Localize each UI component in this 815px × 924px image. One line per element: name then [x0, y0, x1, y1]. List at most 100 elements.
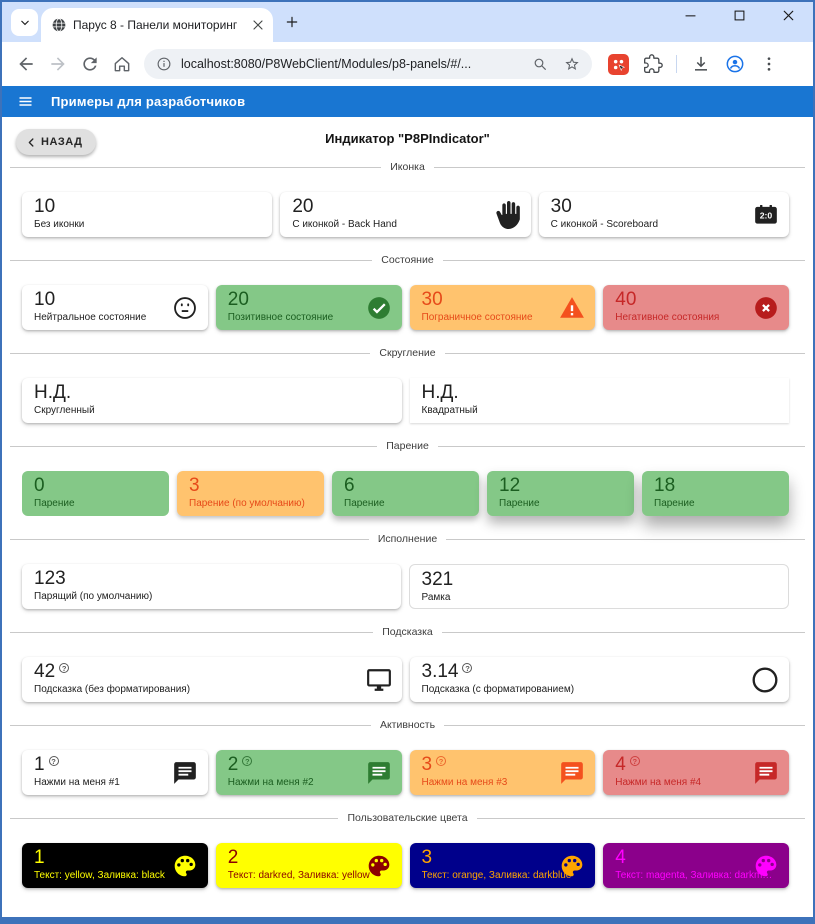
section-label: Скругление [379, 347, 436, 359]
section-divider-variant: Исполнение [10, 532, 805, 546]
indicator-card: 3 Парение (по умолчанию) [177, 471, 324, 516]
new-tab-button[interactable] [280, 10, 304, 34]
card-value: 12 [499, 475, 521, 496]
card-value: 6 [344, 475, 355, 496]
tab-search-button[interactable] [11, 9, 38, 36]
card-value: Н.Д. [34, 382, 72, 403]
back-hand-icon [493, 201, 521, 229]
help-icon [59, 663, 70, 673]
indicator-card: 4 Текст: magenta, Заливка: darkmage... [603, 843, 789, 888]
card-value: 20 [227, 289, 249, 310]
extension-icon-red[interactable] [608, 53, 629, 75]
window-close-button[interactable] [780, 7, 797, 24]
section-divider-icons: Иконка [10, 160, 805, 174]
back-nav-icon[interactable] [16, 54, 36, 74]
reload-icon[interactable] [80, 54, 100, 74]
indicator-card: 10 Нейтральное состояние [22, 285, 208, 330]
tab-close-icon[interactable] [250, 17, 266, 33]
cancel-circle-icon [753, 295, 779, 321]
scoreboard-icon [753, 202, 779, 228]
section-divider-tooltip: Подсказка [10, 625, 805, 639]
tab-title: Парус 8 - Панели мониторинг [73, 18, 238, 32]
chevron-left-icon [25, 136, 38, 149]
cards-row-icons: 10 Без иконки 20 С иконкой - Back Hand 3… [22, 192, 789, 237]
help-icon [48, 756, 59, 766]
indicator-card-clickable[interactable]: 4 Нажми на меня #4 [603, 750, 789, 795]
extensions-puzzle-icon[interactable] [643, 54, 663, 74]
warning-triangle-icon [559, 295, 585, 321]
back-button[interactable]: НАЗАД [16, 129, 97, 155]
monitor-icon [366, 667, 392, 693]
card-value: 4 [615, 754, 626, 775]
card-value: 3 [189, 475, 200, 496]
site-info-icon[interactable] [156, 56, 172, 72]
profile-icon[interactable] [725, 54, 745, 74]
indicator-card: 20 С иконкой - Back Hand [280, 192, 531, 237]
comment-icon [366, 760, 392, 786]
chevron-down-icon [18, 16, 32, 30]
toolbar-divider [676, 55, 677, 73]
card-value: 3.14 [421, 661, 459, 682]
indicator-card: 42 Подсказка (без форматирования) [22, 657, 402, 702]
card-caption: Парение [499, 498, 540, 509]
minimize-button[interactable] [682, 7, 699, 24]
card-value: 30 [550, 196, 572, 217]
card-caption: Подсказка (с форматированием) [421, 684, 575, 695]
browser-tab[interactable]: Парус 8 - Панели мониторинг [41, 8, 273, 42]
card-caption: Скругленный [34, 405, 95, 416]
indicator-card-clickable[interactable]: 2 Нажми на меня #2 [215, 750, 402, 795]
home-icon[interactable] [112, 54, 132, 74]
indicator-card: 3 Текст: orange, Заливка: darkblue [409, 843, 596, 888]
bookmark-star-icon[interactable] [564, 56, 580, 72]
card-value: 30 [421, 289, 443, 310]
app-title: Примеры для разработчиков [51, 94, 246, 109]
card-value: 10 [34, 289, 56, 310]
indicator-card: 1 Текст: yellow, Заливка: black [22, 843, 208, 888]
indicator-card: 3.14 Подсказка (с форматированием) [409, 657, 789, 702]
indicator-card: 6 Парение [332, 471, 479, 516]
tab-strip: Парус 8 - Панели мониторинг [2, 2, 813, 42]
download-icon[interactable] [691, 54, 711, 74]
section-label: Состояние [381, 254, 434, 266]
indicator-card: 123 Парящий (по умолчанию) [22, 564, 401, 609]
hamburger-menu-icon[interactable] [17, 93, 34, 110]
forward-nav-icon[interactable] [48, 54, 68, 74]
cards-row-state: 10 Нейтральное состояние 20 Позитивное с… [22, 285, 789, 330]
indicator-card: Н.Д. Скругленный [22, 378, 402, 423]
card-value: 10 [34, 196, 56, 217]
card-value: Н.Д. [421, 382, 459, 403]
plus-icon [284, 14, 300, 30]
indicator-card-clickable[interactable]: 1 Нажми на меня #1 [22, 750, 208, 795]
neutral-face-icon [172, 295, 198, 321]
address-bar[interactable]: localhost:8080/P8WebClient/Modules/p8-pa… [144, 49, 592, 79]
section-label: Исполнение [377, 533, 438, 545]
card-value: 123 [34, 568, 66, 589]
card-value: 4 [615, 847, 626, 868]
cards-row-custom-colors: 1 Текст: yellow, Заливка: black 2 Текст:… [22, 843, 789, 888]
menu-dots-icon[interactable] [759, 54, 779, 74]
page-title: Индикатор "P8PIndicator" [325, 131, 490, 146]
card-caption: Квадратный [421, 405, 478, 416]
zoom-icon[interactable] [532, 56, 548, 72]
circle-outline-icon [751, 666, 779, 694]
cards-row-elevation: 0 Парение 3 Парение (по умолчанию) 6 Пар… [22, 471, 789, 516]
palette-icon [753, 853, 779, 879]
palette-icon [559, 853, 585, 879]
indicator-card: 10 Без иконки [22, 192, 273, 237]
card-value: 3 [421, 847, 433, 868]
palette-icon [366, 853, 392, 879]
card-value: 321 [421, 569, 454, 590]
card-caption: Парящий (по умолчанию) [34, 591, 153, 602]
check-circle-icon [366, 295, 392, 321]
comment-icon [172, 760, 198, 786]
browser-toolbar: localhost:8080/P8WebClient/Modules/p8-pa… [2, 42, 813, 86]
card-value: 18 [654, 475, 676, 496]
card-caption: Парение (по умолчанию) [189, 498, 305, 509]
indicator-card: 12 Парение [487, 471, 634, 516]
card-caption: Рамка [421, 592, 451, 603]
maximize-button[interactable] [731, 7, 748, 24]
section-label: Подсказка [382, 626, 433, 638]
indicator-card-clickable[interactable]: 3 Нажми на меня #3 [409, 750, 596, 795]
section-label: Активность [379, 719, 436, 731]
